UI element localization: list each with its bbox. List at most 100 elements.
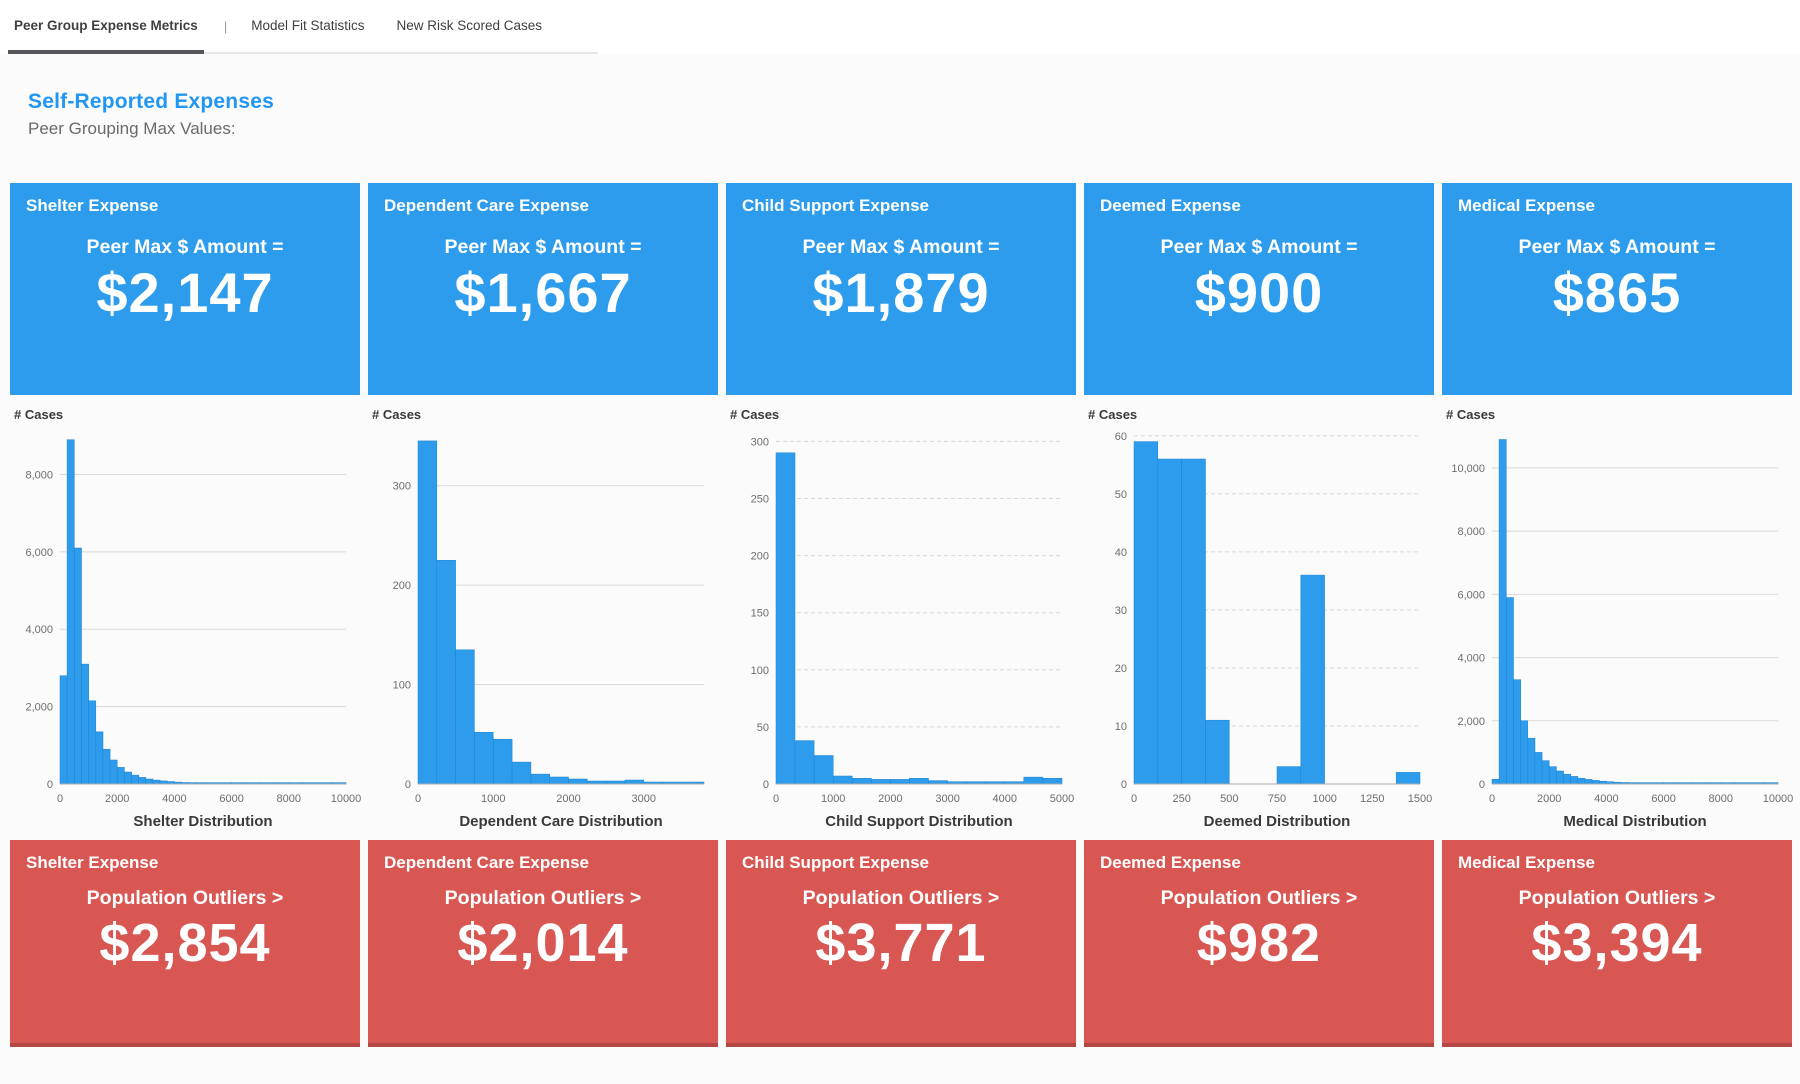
histogram-bar[interactable] — [1157, 458, 1182, 785]
outlier-tile-dependent-care[interactable]: Dependent Care Expense Population Outlie… — [368, 840, 718, 1047]
histogram-bar[interactable] — [124, 771, 132, 785]
histogram-plot-medical[interactable]: 0 2,000 4,000 6,000 8,000 10,000 0 2000 4000 6000… — [1442, 424, 1793, 832]
histogram-bar[interactable] — [1541, 760, 1550, 785]
tile-title: Dependent Care Expense — [384, 196, 590, 215]
histogram-bar[interactable] — [530, 773, 550, 785]
histogram-bar[interactable] — [568, 778, 588, 785]
histogram-bar[interactable] — [1584, 779, 1593, 785]
histogram-bar[interactable] — [775, 452, 796, 785]
tab-peer-group-expense-metrics[interactable]: Peer Group Expense Metrics — [8, 0, 204, 54]
histogram-bar[interactable] — [1506, 597, 1514, 785]
histogram-bar[interactable] — [81, 663, 89, 785]
histogram-bar[interactable] — [813, 755, 834, 785]
x-tick-label: 10000 — [331, 793, 362, 805]
peer-max-tile-medical[interactable]: Medical Expense Peer Max $ Amount = $865 — [1442, 183, 1792, 395]
histogram-child-support[interactable]: # Cases 0 50 100 150 200 250 300 0 1000 2000 3000 4… — [726, 395, 1076, 840]
histogram-bar[interactable] — [474, 732, 494, 785]
histogram-bar[interactable] — [145, 778, 154, 785]
histogram-bar[interactable] — [928, 780, 948, 785]
histogram-bar[interactable] — [1023, 776, 1044, 785]
peer-max-tile-shelter[interactable]: Shelter Expense Peer Max $ Amount = $2,1… — [10, 183, 360, 395]
histogram-bar[interactable] — [493, 739, 513, 785]
histogram-bar[interactable] — [1491, 779, 1500, 785]
histogram-svg[interactable]: 0 2,000 4,000 6,000 8,000 10,000 0 2000 4000 6000… — [1442, 424, 1793, 832]
tab-model-fit-statistics[interactable]: Model Fit Statistics — [251, 17, 365, 33]
histogram-bar[interactable] — [624, 779, 645, 785]
histogram-bar[interactable] — [511, 761, 532, 785]
tile-title: Deemed Expense — [1100, 853, 1241, 872]
histogram-bar[interactable] — [88, 700, 97, 785]
histogram-medical[interactable]: # Cases 0 2,000 4,000 6,000 8,000 10,000 0 2000… — [1442, 395, 1793, 840]
histogram-bar[interactable] — [1556, 770, 1564, 785]
histogram-bar[interactable] — [1205, 719, 1230, 785]
x-tick-label: 1250 — [1360, 793, 1384, 805]
histogram-bar[interactable] — [131, 774, 139, 785]
histogram-plot-deemed[interactable]: 0 10 20 30 40 50 60 0 250 500 750 1000 1250 1500 Deeme… — [1084, 424, 1434, 832]
histogram-bar[interactable] — [116, 767, 125, 785]
tile-label: Population Outliers > — [1160, 887, 1358, 909]
histogram-bar[interactable] — [794, 740, 815, 785]
histogram-bar[interactable] — [138, 777, 147, 785]
histogram-bar[interactable] — [1520, 720, 1529, 785]
histogram-bar[interactable] — [1276, 766, 1302, 785]
histogram-bar[interactable] — [1395, 772, 1421, 785]
histogram-bar[interactable] — [59, 675, 68, 785]
histogram-bar[interactable] — [1181, 458, 1206, 785]
peer-max-tile-deemed[interactable]: Deemed Expense Peer Max $ Amount = $900 — [1084, 183, 1434, 395]
histogram-bar[interactable] — [1570, 776, 1579, 785]
histogram-bar[interactable] — [1300, 574, 1325, 785]
histogram-bar[interactable] — [66, 439, 75, 785]
histogram-bar[interactable] — [1042, 778, 1063, 785]
tile-value: $3,771 — [815, 913, 987, 973]
histogram-bar[interactable] — [95, 731, 104, 785]
outlier-tile-child-support[interactable]: Child Support Expense Population Outlier… — [726, 840, 1076, 1047]
histogram-bar[interactable] — [455, 649, 475, 785]
histogram-plot-shelter[interactable]: 0 2,000 4,000 6,000 8,000 0 2000 4000 6000 8000 10… — [10, 424, 362, 832]
outlier-tile-medical[interactable]: Medical Expense Population Outliers > $3… — [1442, 840, 1792, 1047]
histogram-bar[interactable] — [1563, 773, 1571, 785]
tile-title: Child Support Expense — [742, 853, 930, 872]
histogram-bar[interactable] — [1548, 766, 1557, 785]
histogram-svg[interactable]: 0 2,000 4,000 6,000 8,000 0 2000 4000 6000 8000 10… — [10, 424, 362, 832]
histogram-bar[interactable] — [549, 776, 569, 785]
histogram-plot-dependent-care[interactable]: 0 100 200 300 0 1000 2000 3000 Dependent Care Di… — [368, 424, 718, 832]
histogram-bar[interactable] — [1133, 441, 1159, 785]
report-header: Self-Reported Expenses Peer Grouping Max… — [28, 90, 1800, 139]
y-tick-label: 100 — [393, 680, 411, 692]
histogram-bar[interactable] — [1591, 780, 1600, 785]
histogram-bar[interactable] — [1527, 737, 1536, 785]
histogram-bar[interactable] — [851, 778, 872, 785]
y-axis-title: # Cases — [14, 407, 64, 422]
histogram-plot-child-support[interactable]: 0 50 100 150 200 250 300 0 1000 2000 3000 4000 5000 C… — [726, 424, 1076, 832]
histogram-bar[interactable] — [436, 560, 456, 785]
histogram-bar[interactable] — [417, 440, 438, 785]
histogram-bar[interactable] — [1498, 439, 1507, 785]
histogram-bar[interactable] — [890, 779, 910, 785]
outlier-tile-deemed[interactable]: Deemed Expense Population Outliers > $98… — [1084, 840, 1434, 1047]
peer-max-tile-child-support[interactable]: Child Support Expense Peer Max $ Amount … — [726, 183, 1076, 395]
x-tick-label: 2000 — [878, 793, 902, 805]
tile-title: Shelter Expense — [26, 853, 159, 872]
histogram-shelter[interactable]: # Cases 0 2,000 4,000 6,000 8,000 0 2000 4000 60… — [10, 395, 362, 840]
histogram-bar[interactable] — [102, 748, 111, 785]
histogram-bar[interactable] — [1577, 777, 1586, 785]
tile-label: Peer Max $ Amount = — [1160, 236, 1358, 258]
histogram-bar[interactable] — [152, 779, 161, 785]
outlier-tile-shelter[interactable]: Shelter Expense Population Outliers > $2… — [10, 840, 360, 1047]
histogram-bar[interactable] — [1534, 752, 1543, 785]
chart-title: Medical Distribution — [1563, 813, 1706, 830]
histogram-bar[interactable] — [832, 775, 853, 785]
histogram-bar[interactable] — [909, 778, 929, 785]
histogram-bar[interactable] — [1513, 679, 1521, 785]
tab-new-risk-scored-cases[interactable]: New Risk Scored Cases — [396, 17, 543, 33]
peer-max-tile-dependent-care[interactable]: Dependent Care Expense Peer Max $ Amount… — [368, 183, 718, 395]
histogram-deemed[interactable]: # Cases 0 10 20 30 40 50 60 0 250 500 750 1000 1250 1… — [1084, 395, 1434, 840]
histogram-bar[interactable] — [74, 547, 82, 785]
y-tick-label: 6,000 — [25, 547, 53, 559]
histogram-dependent-care[interactable]: # Cases 0 100 200 300 0 1000 2000 3000 Dependent… — [368, 395, 718, 840]
histogram-svg[interactable]: 0 10 20 30 40 50 60 0 250 500 750 1000 1250 1500 Deeme… — [1084, 424, 1434, 832]
histogram-bar[interactable] — [871, 779, 891, 785]
histogram-bar[interactable] — [109, 759, 118, 785]
